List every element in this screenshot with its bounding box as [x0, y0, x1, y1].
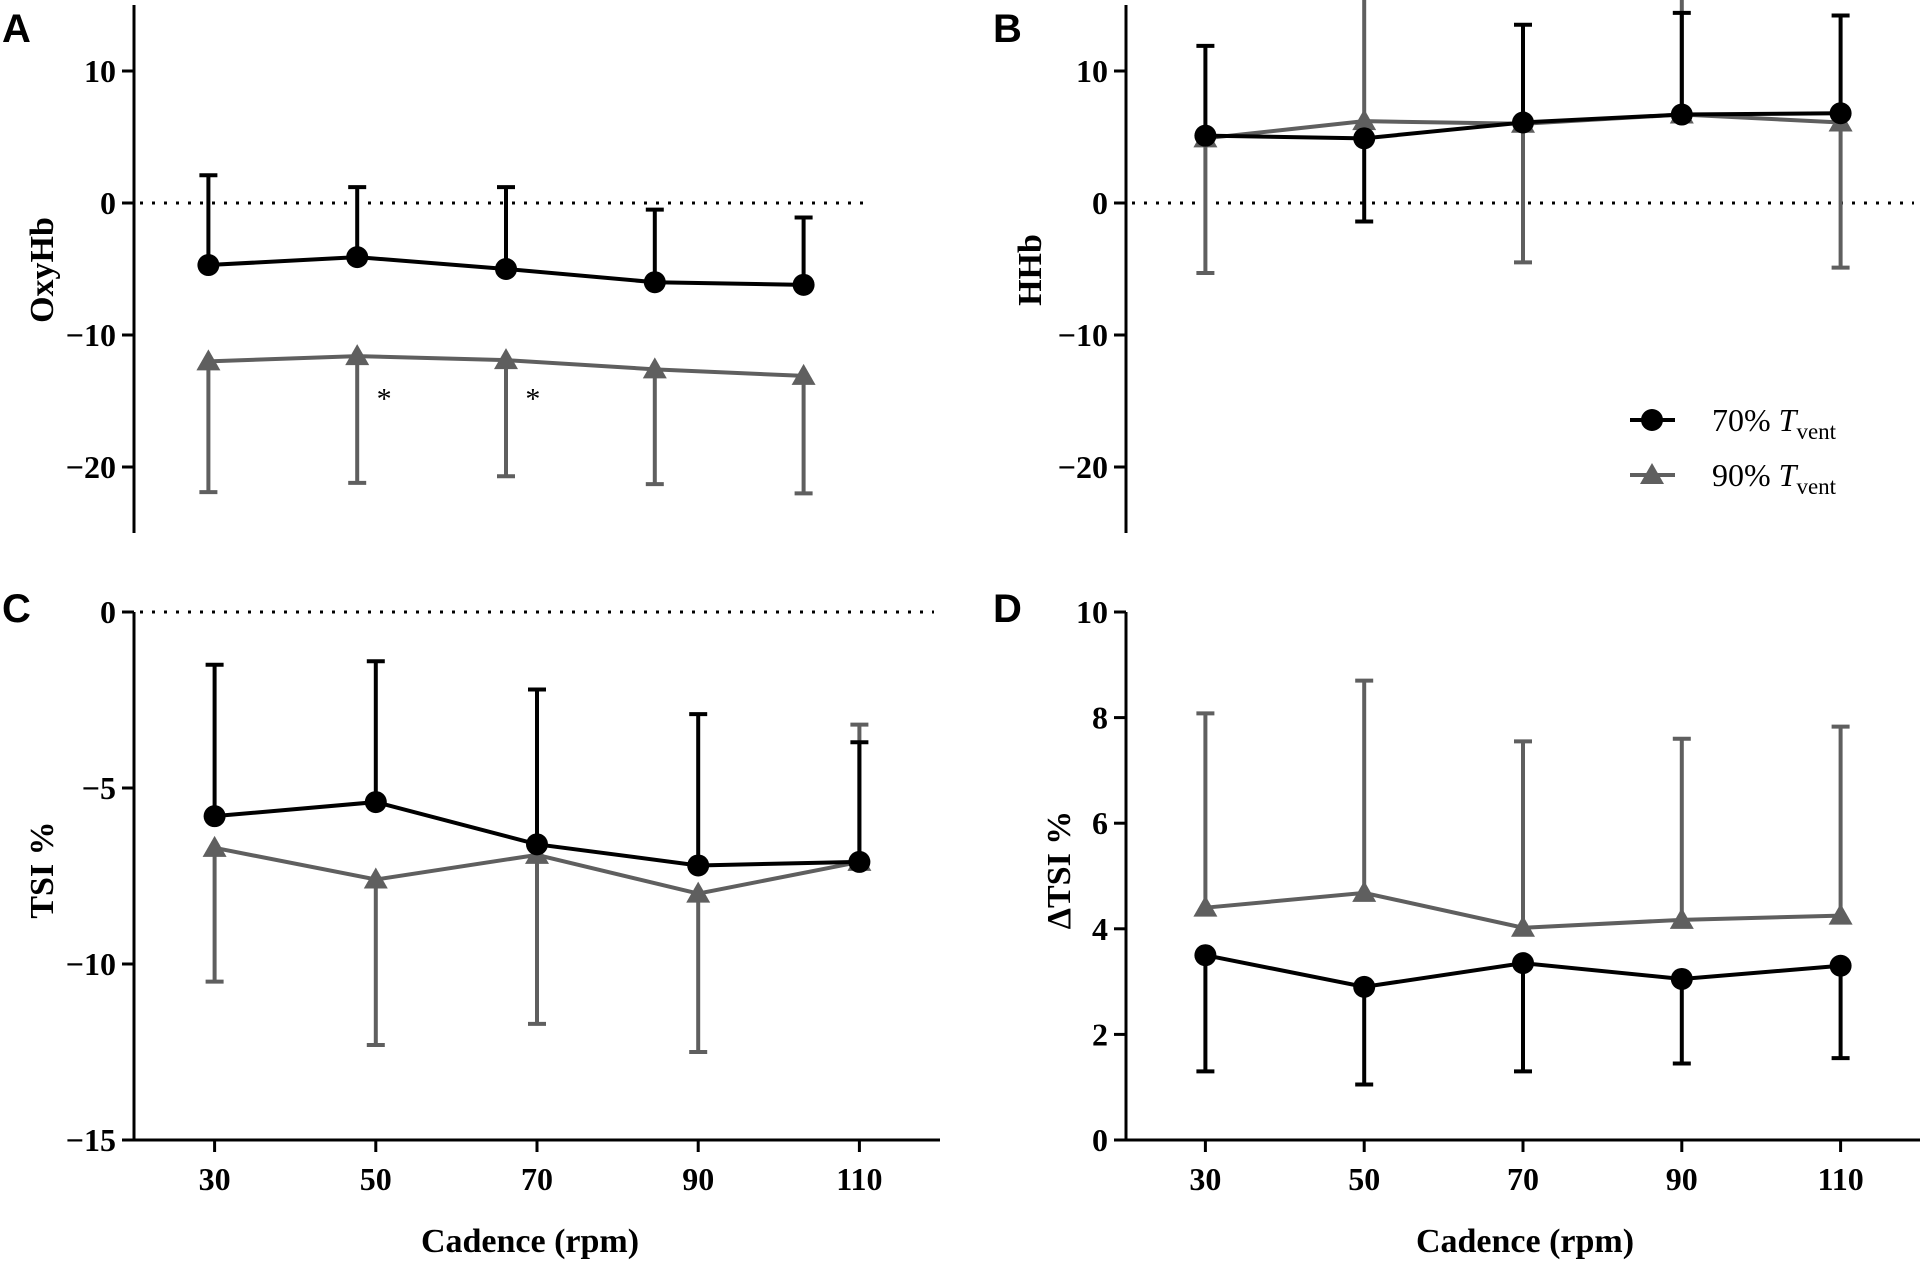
- panel-d-point: [1829, 954, 1852, 977]
- panel-b-point: [1829, 102, 1852, 125]
- panel-c-y-title: TSI %: [24, 821, 61, 918]
- panel-c: C 30 50 70 90 110 −15 −10 −5 0 TSI % Cadence (rpm): [2, 587, 940, 1260]
- panel-a: A −20 −10 0 10 OxyHb * *: [2, 5, 872, 533]
- panel-b-point: [1194, 124, 1217, 147]
- panel-d-x-tick-label: 110: [1817, 1161, 1863, 1197]
- panel-d-x-title: Cadence (rpm): [1416, 1223, 1634, 1260]
- panel-d-y-tick-label: 10: [1076, 594, 1108, 630]
- panel-a-point: [792, 273, 815, 296]
- panel-c-point: [848, 850, 871, 873]
- panel-c-point: [687, 854, 710, 877]
- panel-d-series-70: [1194, 944, 1852, 1087]
- legend-label: 90% Tvent: [1712, 457, 1837, 499]
- panel-b-point: [1352, 109, 1377, 131]
- panel-d-point: [1512, 952, 1534, 975]
- panel-c-point: [203, 805, 226, 828]
- panel-c-x-tick-label: 110: [836, 1161, 882, 1197]
- panel-c-y-tick-label: −15: [66, 1122, 116, 1158]
- panel-d-y-tick-label: 2: [1092, 1016, 1108, 1052]
- panel-a-significance-mark: *: [525, 382, 540, 415]
- panel-d-point: [1511, 915, 1535, 937]
- panel-a-point: [345, 344, 370, 366]
- panel-b-point: [1670, 103, 1693, 126]
- panel-d-series-90: [1193, 678, 1853, 937]
- panel-a-point: [642, 357, 667, 379]
- panel-a-point: [196, 349, 221, 371]
- legend-marker: [1641, 409, 1663, 431]
- legend-marker: [1640, 463, 1664, 484]
- panel-c-point: [526, 833, 548, 856]
- panel-d-point: [1352, 880, 1377, 902]
- panel-d: D 30 50 70 90 110 0 2 4 6 8 10 ΔTSI % Cadence (rpm): [993, 587, 1920, 1260]
- legend-label: 70% Tvent: [1712, 402, 1837, 444]
- panel-d-point: [1670, 967, 1693, 990]
- panel-c-point: [364, 791, 387, 814]
- panel-c-y-tick-label: 0: [100, 594, 116, 630]
- panel-a-point: [791, 363, 816, 385]
- panel-b-y-title: HHb: [1012, 234, 1049, 306]
- panel-b-series-70: [1194, 10, 1852, 224]
- panel-c-x-tick-label: 50: [360, 1161, 392, 1197]
- panel-a-y-tick-label: 10: [84, 53, 116, 89]
- panel-a-significance-mark: *: [377, 382, 392, 415]
- panel-b-point: [1353, 127, 1376, 150]
- panel-d-x-tick-label: 50: [1348, 1161, 1380, 1197]
- panel-d-point: [1193, 895, 1218, 917]
- panel-d-x-tick-label: 30: [1189, 1161, 1221, 1197]
- panel-c-x-tick-label: 90: [682, 1161, 714, 1197]
- panel-a-point: [197, 254, 220, 277]
- panel-c-point: [202, 835, 227, 857]
- panel-d-y-tick-label: 4: [1092, 911, 1108, 947]
- panel-a-point: [346, 246, 369, 269]
- panel-d-y-tick-label: 8: [1092, 700, 1108, 736]
- panel-b: B −20 −10 0 10 HHb 70% Tvent 90% Tvent: [993, 0, 1914, 533]
- panel-d-y-title: ΔTSI %: [1041, 811, 1078, 930]
- panel-a-letter: A: [2, 7, 31, 51]
- panel-c-x-tick-label: 70: [521, 1161, 553, 1197]
- panel-a-point: [643, 271, 666, 294]
- panel-a-point: [495, 258, 517, 280]
- panel-d-x-tick-label: 90: [1666, 1161, 1698, 1197]
- panel-d-letter: D: [993, 587, 1022, 631]
- legend: 70% Tvent 90% Tvent: [1630, 402, 1837, 499]
- panel-a-point: [494, 348, 518, 370]
- panel-a-y-title: OxyHb: [24, 217, 61, 323]
- panel-c-y-tick-label: −5: [82, 770, 116, 806]
- panel-b-y-tick-label: 10: [1076, 53, 1108, 89]
- panel-c-x-title: Cadence (rpm): [421, 1223, 639, 1260]
- panel-a-series-70: [197, 173, 815, 296]
- panel-a-y-tick-label: −20: [66, 449, 116, 485]
- panel-a-series-90: [196, 344, 816, 496]
- panel-c-series-70: [203, 659, 871, 877]
- panel-d-x-tick-label: 70: [1507, 1161, 1539, 1197]
- panel-c-point: [363, 867, 388, 889]
- legend-item-70: 70% Tvent: [1630, 402, 1837, 444]
- panel-b-y-tick-label: −10: [1058, 317, 1108, 353]
- legend-item-90: 90% Tvent: [1630, 457, 1837, 499]
- panel-d-point: [1194, 944, 1217, 967]
- panel-d-point: [1353, 975, 1376, 998]
- panel-c-point: [686, 881, 711, 903]
- panel-a-y-tick-label: 0: [100, 185, 116, 221]
- panel-d-point: [1828, 903, 1853, 925]
- panel-c-letter: C: [2, 587, 31, 631]
- panel-c-y-tick-label: −10: [66, 946, 116, 982]
- panel-b-point: [1512, 111, 1534, 134]
- panel-c-x-tick-label: 30: [199, 1161, 231, 1197]
- panel-b-letter: B: [993, 7, 1022, 51]
- panel-a-y-tick-label: −10: [66, 317, 116, 353]
- panel-b-y-tick-label: −20: [1058, 449, 1108, 485]
- panel-d-y-tick-label: 6: [1092, 805, 1108, 841]
- panel-d-point: [1669, 907, 1694, 929]
- panel-d-y-tick-label: 0: [1092, 1122, 1108, 1158]
- panel-b-y-tick-label: 0: [1092, 185, 1108, 221]
